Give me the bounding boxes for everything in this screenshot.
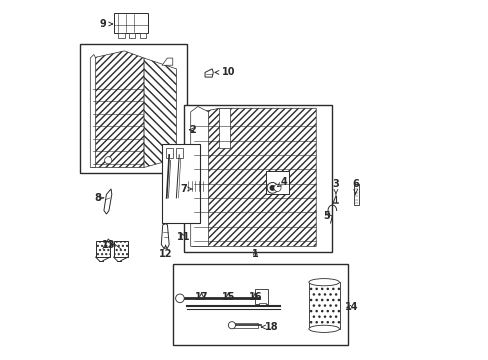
Ellipse shape: [308, 279, 339, 286]
Circle shape: [269, 185, 274, 190]
Polygon shape: [90, 54, 96, 167]
Bar: [333, 202, 338, 203]
Bar: [233, 323, 258, 328]
Bar: [265, 171, 289, 194]
Bar: [80, 44, 187, 173]
Polygon shape: [219, 108, 230, 148]
Bar: [183, 105, 332, 252]
Text: 5: 5: [323, 211, 330, 221]
Polygon shape: [144, 58, 176, 167]
Text: 10: 10: [215, 67, 235, 77]
Bar: [118, 33, 124, 38]
Text: 12: 12: [159, 246, 172, 258]
Polygon shape: [104, 189, 112, 214]
Circle shape: [273, 184, 281, 192]
Bar: [129, 33, 135, 38]
Text: 7: 7: [180, 184, 192, 194]
Text: 9: 9: [99, 19, 112, 29]
Ellipse shape: [308, 325, 339, 332]
Circle shape: [104, 157, 112, 164]
Text: 13: 13: [102, 239, 115, 249]
Polygon shape: [204, 69, 213, 77]
Bar: [187, 181, 210, 192]
Text: 17: 17: [194, 292, 208, 302]
Bar: [162, 144, 199, 223]
Circle shape: [266, 183, 277, 193]
Polygon shape: [190, 107, 208, 246]
Polygon shape: [192, 108, 316, 246]
Text: 6: 6: [351, 179, 358, 194]
Bar: [96, 241, 110, 257]
Text: 4: 4: [277, 177, 287, 187]
Bar: [175, 148, 183, 158]
Bar: [113, 241, 128, 257]
Text: 2: 2: [189, 125, 196, 135]
Bar: [258, 303, 265, 306]
Text: 3: 3: [332, 179, 339, 194]
Text: 16: 16: [248, 292, 262, 302]
Bar: [165, 148, 172, 158]
Text: 1: 1: [251, 248, 258, 258]
Text: 8: 8: [94, 193, 103, 203]
Bar: [113, 13, 147, 33]
Circle shape: [228, 321, 235, 329]
Polygon shape: [161, 224, 169, 248]
Text: 18: 18: [261, 322, 278, 332]
Bar: [353, 184, 359, 205]
Polygon shape: [162, 58, 172, 65]
Text: 11: 11: [177, 232, 190, 242]
Bar: [140, 33, 146, 38]
Bar: [308, 282, 339, 329]
Text: 15: 15: [221, 292, 235, 302]
Text: 14: 14: [345, 302, 358, 312]
Bar: [255, 289, 267, 304]
Circle shape: [175, 294, 184, 303]
Polygon shape: [92, 51, 144, 167]
Bar: [172, 264, 348, 345]
